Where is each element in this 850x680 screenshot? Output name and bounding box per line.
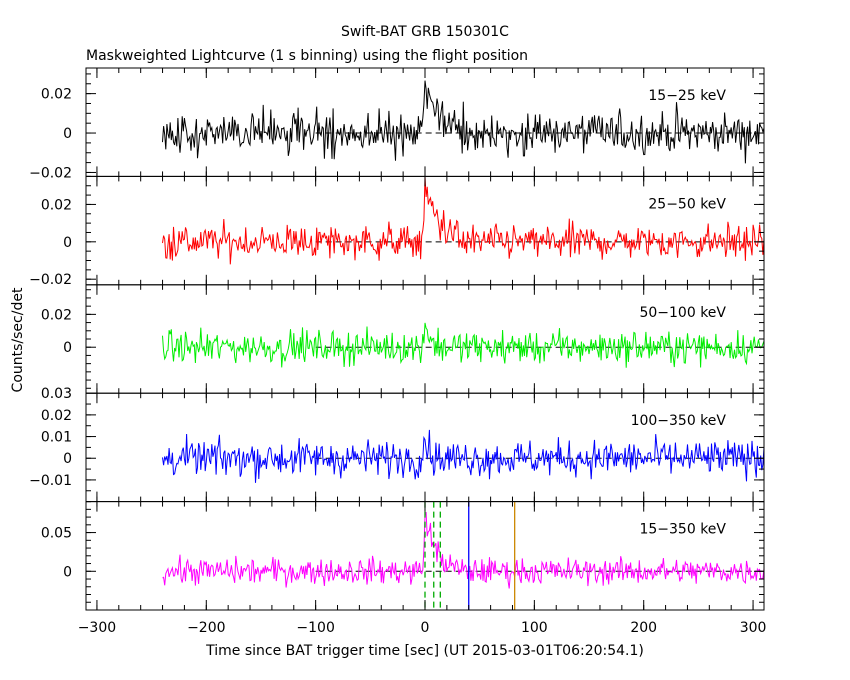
series-line	[162, 511, 765, 589]
x-tick-label: 200	[630, 620, 657, 636]
series-line	[162, 429, 765, 483]
panels-group: 0.02 0 −0.02 15−25 keV 0.02 0 −0.02 25−50 keV 0.…	[29, 67, 767, 636]
y-tick-label: 0	[63, 451, 72, 467]
y-tick-label: 0	[63, 564, 72, 580]
chart-title: Swift-BAT GRB 150301C	[341, 24, 509, 40]
y-tick-label: −0.02	[29, 165, 72, 181]
series-line	[162, 176, 765, 265]
series-line	[162, 322, 765, 368]
y-tick-label: 0.02	[41, 197, 72, 213]
x-tick-label: −100	[296, 620, 334, 636]
y-tick-label: 0.02	[41, 408, 72, 424]
panel-legend-label: 100−350 keV	[631, 413, 727, 429]
x-tick-label: −200	[187, 620, 225, 636]
x-tick-label: −300	[78, 620, 116, 636]
y-tick-label: −0.01	[29, 473, 72, 489]
x-tick-label: 100	[521, 620, 548, 636]
y-tick-label: 0	[63, 235, 72, 251]
y-tick-label: −0.02	[29, 272, 72, 288]
panel-legend-label: 15−350 keV	[639, 522, 726, 538]
panel-frame	[85, 392, 765, 503]
series-line	[162, 80, 765, 164]
y-axis-label: Counts/sec/det	[10, 287, 26, 392]
y-tick-label: 0.01	[41, 430, 72, 446]
panel-legend-label: 25−50 keV	[648, 196, 726, 212]
panel-legend-label: 50−100 keV	[639, 305, 726, 321]
x-axis-label: Time since BAT trigger time [sec] (UT 20…	[205, 643, 644, 659]
x-tick-label: 300	[740, 620, 767, 636]
y-tick-label: 0	[63, 340, 72, 356]
y-tick-label: 0.02	[41, 307, 72, 323]
y-tick-label: 0	[63, 126, 72, 142]
chart-subtitle: Maskweighted Lightcurve (1 s binning) us…	[86, 48, 528, 64]
y-tick-label: 0.02	[41, 87, 72, 103]
y-tick-label: 0.05	[41, 526, 72, 542]
panel-legend-label: 15−25 keV	[648, 88, 726, 104]
x-tick-label: 0	[421, 620, 430, 636]
y-tick-label: 0.03	[41, 386, 72, 402]
